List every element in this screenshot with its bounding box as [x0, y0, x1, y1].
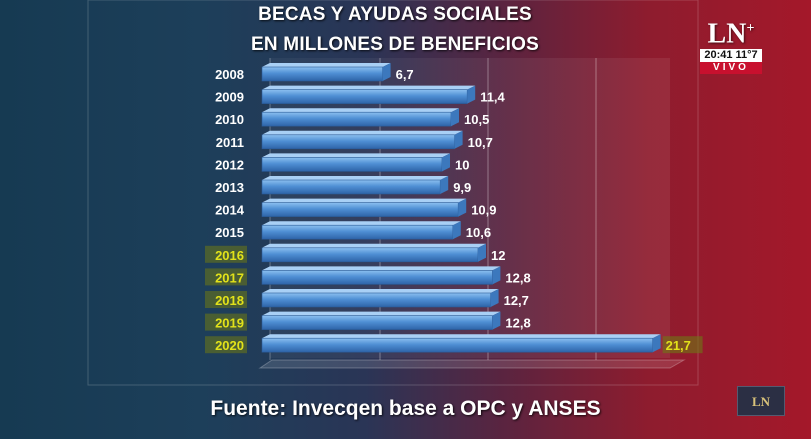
- bar-top-face: [262, 130, 463, 135]
- category-label-2010: 2010: [215, 112, 244, 127]
- bar-front-face: [261, 202, 459, 217]
- bar-2011: [261, 130, 463, 150]
- value-label-2010: 10,5: [464, 112, 489, 127]
- bar-top-face: [262, 153, 450, 158]
- bar-2020: [261, 334, 661, 353]
- category-label-2015: 2015: [215, 225, 244, 240]
- bar-front-face: [261, 179, 441, 195]
- bar-end-cap: [652, 334, 661, 353]
- category-label-2017: 2017: [215, 270, 244, 285]
- value-label-2009: 11,4: [480, 90, 505, 105]
- ln-logo-icon: LN+: [707, 18, 755, 50]
- category-highlight: [205, 336, 247, 354]
- bar-front-face: [261, 134, 455, 150]
- bar-end-cap: [442, 153, 450, 172]
- bar-top-face: [262, 108, 459, 113]
- category-label-2016: 2016: [215, 248, 244, 263]
- plot-floor: [258, 359, 686, 369]
- outer-panel: [87, 0, 699, 386]
- bar-front-face: [261, 111, 452, 127]
- bar-top-face: [262, 243, 486, 248]
- bar-top-face: [262, 266, 501, 271]
- bar-front-face: [261, 337, 653, 353]
- bar-2019: [261, 311, 501, 330]
- bar-end-cap: [451, 108, 459, 127]
- value-label-2020: 21,7: [666, 338, 691, 353]
- bar-top-face: [262, 289, 499, 293]
- value-label-2018: 12,7: [504, 293, 529, 308]
- bar-front-face: [261, 270, 493, 285]
- category-label-2009: 2009: [215, 90, 244, 105]
- bar-top-face: [262, 221, 461, 226]
- value-labels: 6,711,410,510,7109,910,910,61212,812,712…: [396, 67, 703, 354]
- bar-end-cap: [382, 63, 391, 81]
- category-label-2020: 2020: [215, 338, 244, 353]
- value-label-2011: 10,7: [468, 135, 493, 150]
- bar-front-face: [261, 315, 493, 330]
- bar-top-face: [262, 334, 661, 339]
- bar-front-face: [261, 89, 468, 104]
- value-highlight: [662, 336, 703, 354]
- category-label-2019: 2019: [215, 316, 244, 331]
- bar-end-cap: [490, 289, 499, 307]
- chart-subtitle: EN MILLONES DE BENEFICIOS: [251, 34, 539, 55]
- bar-top-face: [262, 176, 449, 180]
- category-labels: 2008 2009 2010 2011 2012 2013 2014 2015 2016 2017…: [205, 67, 247, 354]
- bar-top-face: [262, 198, 467, 203]
- value-label-2014: 10,9: [471, 203, 496, 218]
- category-label-2008: 2008: [215, 67, 244, 82]
- category-label-2014: 2014: [215, 203, 245, 218]
- bar-2015: [261, 221, 461, 240]
- live-badge: VIVO: [700, 62, 762, 75]
- value-label-2017: 12,8: [505, 270, 530, 285]
- bar-end-cap: [467, 85, 476, 104]
- clock-readout: 20:41 11°7: [700, 49, 762, 63]
- bar-2008: [261, 63, 391, 82]
- source-caption: Fuente: Invecqen base a OPC y ANSES: [210, 397, 601, 420]
- value-label-2012: 10: [455, 157, 469, 172]
- category-highlight: [205, 291, 247, 308]
- category-label-2012: 2012: [215, 157, 244, 172]
- bar-front-face: [261, 292, 491, 308]
- bar-2012: [261, 153, 450, 172]
- chart-title: BECAS Y AYUDAS SOCIALES: [258, 4, 532, 25]
- bar-front-face: [261, 66, 383, 82]
- bar-front-face: [261, 224, 454, 240]
- value-label-2008: 6,7: [396, 67, 414, 82]
- bar-top-face: [262, 63, 391, 67]
- corner-logo-icon: LN: [737, 386, 785, 416]
- value-label-2015: 10,6: [466, 225, 491, 240]
- bar-top-face: [262, 85, 476, 90]
- bars: [261, 63, 661, 353]
- channel-logo: LN+ 20:41 11°7 VIVO: [700, 14, 762, 75]
- category-highlight: [205, 268, 247, 286]
- bar-end-cap: [440, 176, 449, 194]
- bar-2014: [261, 198, 467, 217]
- bar-2010: [261, 108, 459, 127]
- value-label-2016: 12: [491, 248, 505, 263]
- category-label-2011: 2011: [216, 135, 244, 150]
- category-highlight: [205, 245, 247, 263]
- bar-end-cap: [458, 198, 467, 217]
- category-highlight: [205, 313, 247, 331]
- bar-end-cap: [478, 243, 486, 262]
- bar-2013: [261, 176, 449, 195]
- bar-end-cap: [492, 266, 501, 285]
- bar-2009: [261, 85, 476, 104]
- value-label-2019: 12,8: [505, 316, 530, 331]
- bar-end-cap: [492, 311, 501, 330]
- category-label-2018: 2018: [215, 293, 244, 308]
- bar-front-face: [261, 247, 479, 263]
- bar-2016: [261, 243, 486, 263]
- bar-end-cap: [454, 130, 463, 149]
- bar-top-face: [262, 311, 501, 316]
- bar-end-cap: [452, 221, 461, 240]
- category-label-2013: 2013: [215, 180, 244, 195]
- value-label-2013: 9,9: [453, 180, 471, 195]
- bar-2017: [261, 266, 501, 285]
- bar-2018: [261, 289, 499, 308]
- bar-front-face: [261, 157, 443, 172]
